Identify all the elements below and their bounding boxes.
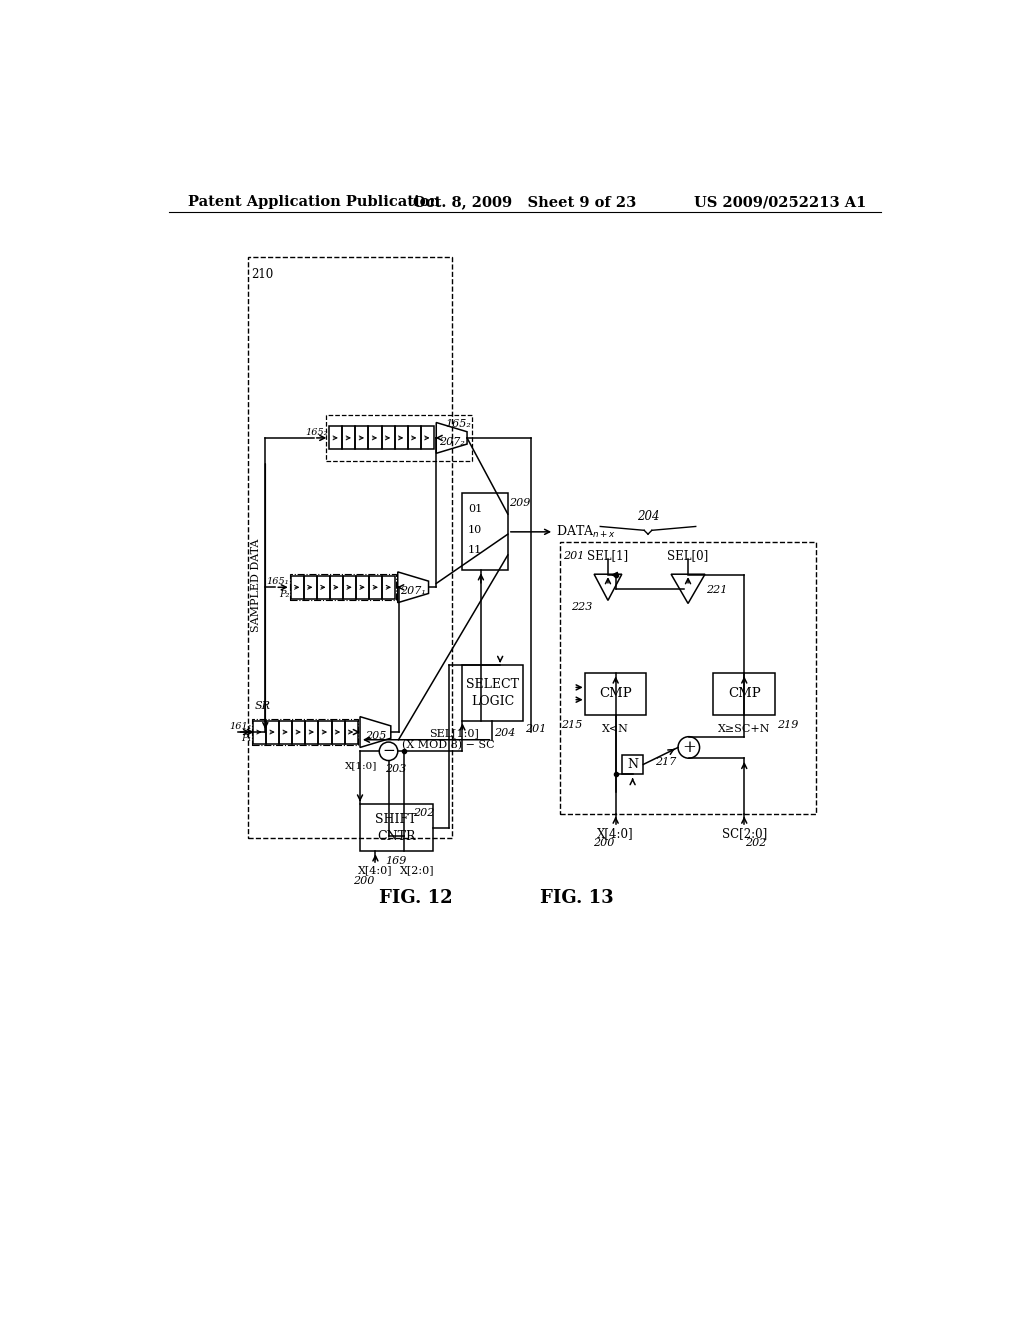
Text: (X MOD 8) − SC: (X MOD 8) − SC [401,739,495,750]
Text: SELECT
LOGIC: SELECT LOGIC [466,677,519,708]
Text: 223: 223 [571,602,593,612]
Text: +: + [682,739,695,756]
Bar [252,719,358,744]
Bar [356,576,370,599]
Bar [421,426,434,449]
Text: 203: 203 [385,764,407,775]
Text: Patent Application Publication: Patent Application Publication [188,195,440,210]
Text: SHIFT
CNTR: SHIFT CNTR [376,813,417,842]
Bar [462,665,523,721]
Text: 201: 201 [563,552,585,561]
Text: 200: 200 [594,838,614,847]
Bar [332,721,345,743]
Text: X[4:0]: X[4:0] [597,826,634,840]
Text: X<N: X<N [602,725,629,734]
Text: 11: 11 [468,545,482,556]
Text: 202: 202 [745,838,767,847]
Text: X[4:0]: X[4:0] [358,866,393,875]
Text: 209: 209 [509,498,530,508]
Bar [292,721,305,743]
Bar [714,673,775,715]
Bar [408,426,421,449]
Text: 200: 200 [353,876,375,886]
Bar [290,574,396,601]
Bar [345,721,357,743]
Bar [585,673,646,715]
Text: 215: 215 [561,719,583,730]
Bar [330,426,342,449]
Bar [342,426,355,449]
Text: SEL[1:0]: SEL[1:0] [429,729,478,738]
Bar [305,721,318,743]
Text: X≥SC+N: X≥SC+N [718,725,770,734]
Bar [394,426,408,449]
Bar [343,576,356,599]
Text: CMP: CMP [599,686,632,700]
Text: SEL[1]: SEL[1] [588,549,629,562]
Bar [360,804,433,851]
Bar [330,576,343,599]
Bar [249,257,453,838]
Text: 219: 219 [777,719,799,730]
Bar [560,543,816,814]
Text: 210: 210 [252,268,273,281]
Bar [369,426,382,449]
Text: FIG. 12: FIG. 12 [379,888,453,907]
Text: 10: 10 [468,524,482,535]
Text: SR: SR [255,701,270,711]
Bar [266,721,280,743]
Bar [316,576,330,599]
Text: 204: 204 [637,510,659,523]
Text: SAMPLED DATA: SAMPLED DATA [252,539,261,632]
Text: 221: 221 [707,585,728,594]
Text: −: − [382,744,395,758]
Bar [355,426,369,449]
Bar [370,576,382,599]
Bar [382,576,395,599]
Bar [382,426,394,449]
Text: X[2:0]: X[2:0] [400,866,434,875]
Text: 204: 204 [494,729,515,738]
Text: P₂: P₂ [279,590,289,598]
Text: 161₁: 161₁ [228,722,252,731]
Bar [304,576,316,599]
Text: FIG. 13: FIG. 13 [541,888,614,907]
Bar [462,494,508,570]
Text: N: N [627,758,638,771]
Text: 207₂: 207₂ [438,437,465,446]
Text: DATA$_{n+x}$: DATA$_{n+x}$ [556,524,616,540]
Bar [326,414,472,461]
Text: SC[2:0]: SC[2:0] [722,826,767,840]
Text: 202: 202 [413,808,434,817]
Bar [253,721,266,743]
Text: SEL[0]: SEL[0] [668,549,709,562]
Text: X[1:0]: X[1:0] [345,762,378,771]
Text: 165₂: 165₂ [305,428,328,437]
Text: Oct. 8, 2009   Sheet 9 of 23: Oct. 8, 2009 Sheet 9 of 23 [413,195,637,210]
Text: 205: 205 [365,731,386,741]
Text: 201: 201 [524,725,546,734]
Text: CMP: CMP [728,686,761,700]
Text: 217: 217 [655,756,677,767]
Text: 165₁: 165₁ [266,577,289,586]
Text: 165₂: 165₂ [445,418,471,429]
Text: US 2009/0252213 A1: US 2009/0252213 A1 [693,195,866,210]
Bar [622,755,643,775]
Bar [291,576,304,599]
Text: 01: 01 [468,504,482,513]
Text: P₁: P₁ [241,734,252,743]
Bar [318,721,332,743]
Bar [280,721,292,743]
Text: 207₁: 207₁ [400,586,426,597]
Text: 169: 169 [385,857,407,866]
